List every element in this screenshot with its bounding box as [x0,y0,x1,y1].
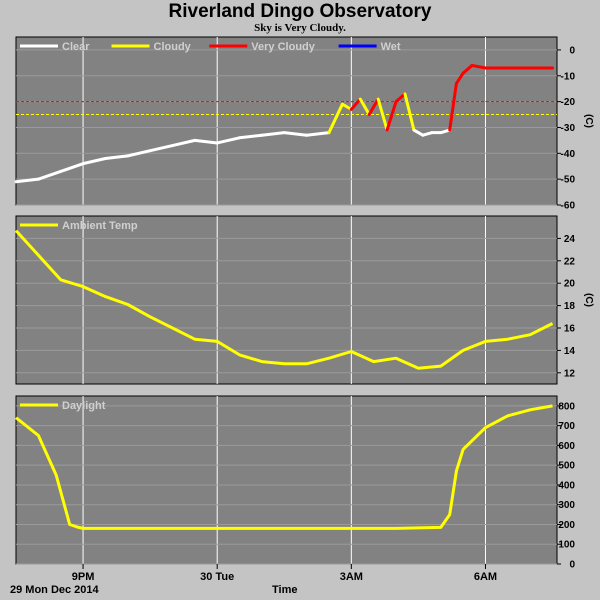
sky-temp-segment [170,138,197,148]
y-tick-label: 0 [569,560,575,571]
y-tick-label: 0 [569,45,575,56]
sky-temp-segment [59,162,85,173]
plot-area-sky [15,36,558,206]
y-axis-unit: (C) [583,114,594,128]
sky-temp-segment [448,82,458,132]
y-tick-label: 300 [558,500,575,511]
y-tick-label: -20 [561,97,576,108]
date-label: 29 Mon Dec 2014 [10,584,99,596]
sky-temp-segment [421,131,434,137]
sky-temp-segment [439,128,452,135]
sky-temp-segment [81,156,107,166]
series-line-daylight [15,404,553,530]
sky-temp-segment [238,133,264,140]
y-tick-label: 400 [558,480,575,491]
sky-temp-segment [394,92,407,104]
sky-temp-segment [349,97,362,111]
plot-area-daylight [15,395,558,565]
chart-subtitle: Sky is Very Cloudy. [254,22,346,34]
y-tick-label: -30 [561,123,576,134]
legend-label: Wet [381,41,401,53]
sky-temp-segment [193,138,219,145]
legend-label: Very Cloudy [251,41,315,53]
y-tick-label: 800 [558,401,575,412]
y-tick-label: 22 [564,256,576,267]
x-tick-label: 30 Tue [200,571,234,583]
legend-label: Daylight [62,400,106,412]
y-tick-label: 14 [564,346,576,357]
sky-temp-segment [282,131,309,137]
sky-temp-segment [376,97,389,132]
y-tick-label: -60 [561,201,576,212]
sky-temp-segment [412,128,425,137]
y-tick-label: 18 [564,301,576,312]
x-axis-label: Time [272,584,298,596]
y-tick-label: -10 [561,71,576,82]
y-axis-unit: (C) [583,293,594,307]
y-tick-label: 600 [558,441,575,452]
sky-temp-segment [358,97,371,117]
sky-temp-segment [215,136,242,145]
sky-temp-segment [367,97,380,117]
y-tick-label: 12 [564,368,576,379]
x-tick-label: 6AM [474,571,497,583]
plot-area-ambient [15,215,558,385]
sky-temp-segment [14,177,40,184]
sky-temp-segment [148,144,174,153]
y-tick-label: 24 [564,234,576,245]
sky-temp-segment [36,169,63,181]
legend-label: Cloudy [154,41,192,53]
sky-temp-segment [126,149,152,158]
y-tick-label: 20 [564,279,576,290]
y-tick-label: 16 [564,324,576,335]
x-tick-label: 9PM [72,571,95,583]
sky-temp-segment [327,102,344,135]
x-tick-label: 3AM [340,571,363,583]
legend-label: Ambient Temp [62,220,138,232]
sky-temp-segment [103,154,130,160]
sky-temp-segment [470,63,487,70]
sky-temp-segment [454,71,465,86]
y-tick-label: 700 [558,421,575,432]
y-tick-label: -40 [561,149,576,160]
y-tick-label: 200 [558,520,575,531]
y-tick-label: 500 [558,461,575,472]
legend-label: Clear [62,41,90,53]
y-tick-label: -50 [561,175,576,186]
sky-temp-segment [305,131,331,137]
sky-temp-segment [260,131,286,137]
y-tick-label: 100 [558,540,575,551]
sky-temp-segment [461,63,474,75]
sky-temp-segment [340,102,353,111]
chart-title: Riverland Dingo Observatory [168,1,432,22]
sky-temp-segment [385,100,398,132]
series-line-ambient [14,229,554,370]
sky-temp-segment [403,92,416,132]
